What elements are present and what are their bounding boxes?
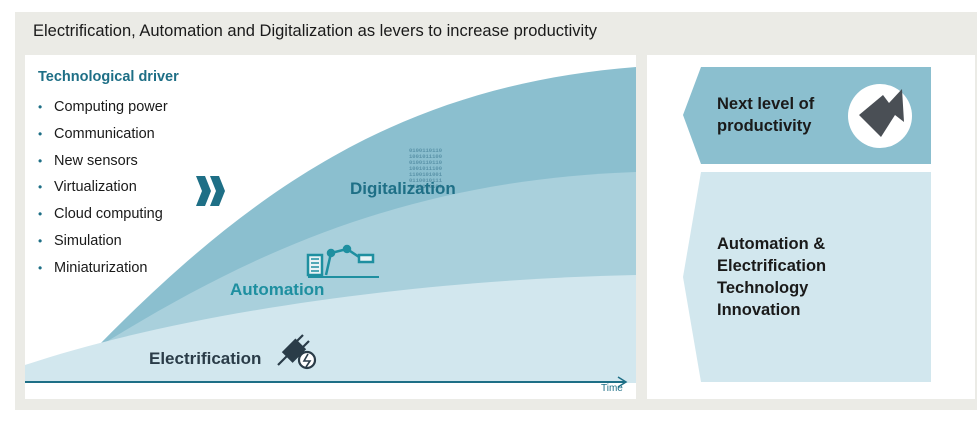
bullet: • — [38, 100, 43, 114]
compass-arrow-icon — [848, 84, 912, 148]
innovation-line: Innovation — [717, 301, 801, 319]
bullet: • — [38, 260, 43, 275]
electrification-label: Electrification — [149, 349, 262, 368]
binary-row: 0100110110 — [409, 159, 442, 166]
binary-data-icon: 0100110110 1001011100 0100110110 1001011… — [409, 147, 443, 190]
driver-item: • Simulation — [38, 231, 168, 258]
driver-label: New sensors — [54, 152, 138, 169]
binary-row: 0110010111 — [409, 177, 443, 184]
driver-label: Cloud computing — [54, 206, 163, 223]
next-level-arrow-box — [683, 67, 931, 164]
growth-curves: 0100110110 1001011100 0100110110 1001011… — [25, 67, 636, 388]
figure-title: Electrification, Automation and Digitali… — [33, 22, 598, 40]
time-label: Time — [601, 383, 623, 394]
binary-row: 0100110110 — [409, 147, 442, 154]
bullet: • — [38, 233, 43, 248]
plug-icon — [277, 334, 317, 370]
bullet: • — [38, 180, 43, 195]
innovation-arrow-box — [683, 172, 931, 382]
driver-title: Technological driver — [38, 69, 179, 85]
driver-item: • New sensors — [38, 151, 168, 178]
binary-row: 1001011100 — [409, 165, 442, 172]
bullet: • — [38, 207, 43, 222]
driver-item: • Virtualization — [38, 177, 168, 204]
automation-label: Automation — [230, 280, 325, 299]
driver-label: Communication — [54, 125, 155, 142]
binary-row: 0011100101 — [409, 183, 443, 190]
driver-item: • Communication — [38, 124, 168, 151]
driver-label: Virtualization — [54, 179, 137, 196]
next-level-text: Next level of productivity — [717, 93, 814, 137]
binary-row: 1001011100 — [409, 153, 442, 160]
next-level-line: productivity — [717, 117, 812, 135]
innovation-line: Automation & — [717, 235, 826, 253]
next-level-line: Next level of — [717, 95, 815, 113]
bullet: • — [38, 153, 43, 168]
driver-item: • Computing power — [38, 97, 168, 124]
driver-item: • Miniaturization — [38, 258, 168, 285]
driver-label: Simulation — [54, 232, 122, 249]
innovation-text: Automation & Electrification Technology … — [717, 233, 826, 321]
base-band — [25, 349, 95, 365]
robot-arm-icon — [306, 244, 379, 278]
right-panel: Next level of productivity Automation & … — [647, 55, 975, 399]
left-panel: 0100110110 1001011100 0100110110 1001011… — [25, 55, 636, 399]
time-axis-arrowhead — [617, 376, 628, 388]
binary-row: 1100101001 — [409, 171, 443, 178]
driver-list: • Computing power • Communication • New sen… — [38, 97, 168, 285]
electrification-band — [25, 275, 636, 383]
chevron-right-icon — [196, 176, 225, 206]
bullet: • — [38, 126, 43, 141]
driver-item: • Cloud computing — [38, 204, 168, 231]
driver-label: Computing power — [54, 99, 168, 115]
innovation-line: Electrification — [717, 257, 827, 275]
innovation-line: Technology — [717, 279, 809, 297]
driver-label: Miniaturization — [54, 259, 148, 276]
digitalization-label: Digitalization — [350, 179, 456, 198]
